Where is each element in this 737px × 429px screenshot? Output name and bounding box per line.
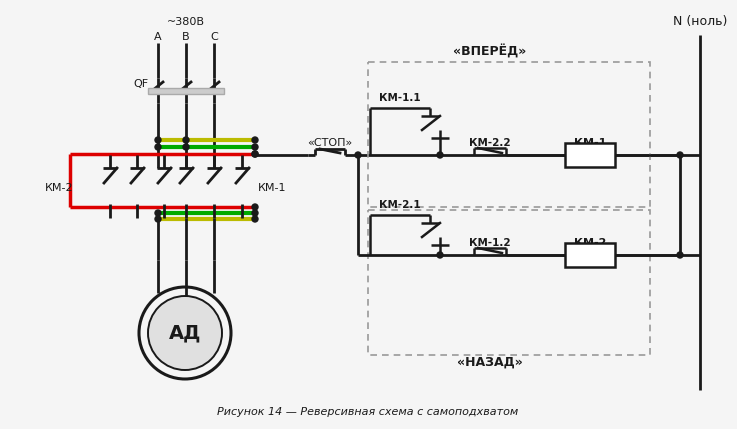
Text: «НАЗАД»: «НАЗАД» [457, 356, 523, 369]
Circle shape [252, 144, 258, 150]
Circle shape [437, 152, 443, 158]
Circle shape [252, 137, 258, 143]
Text: «ВПЕРЁД»: «ВПЕРЁД» [453, 45, 527, 59]
Text: N (ноль): N (ноль) [673, 15, 727, 28]
Circle shape [677, 152, 683, 158]
Bar [565, 243, 615, 267]
Text: A: A [154, 32, 162, 42]
Circle shape [252, 210, 258, 216]
Text: Рисунок 14 — Реверсивная схема с самоподхватом: Рисунок 14 — Реверсивная схема с самопод… [217, 407, 519, 417]
Text: КМ-1.1: КМ-1.1 [380, 93, 421, 103]
Circle shape [252, 216, 258, 222]
Text: КМ-2: КМ-2 [574, 238, 607, 248]
Circle shape [437, 252, 443, 258]
Text: КМ-1: КМ-1 [574, 138, 607, 148]
Text: КМ-2.1: КМ-2.1 [380, 200, 421, 210]
Bar [565, 143, 615, 167]
Text: B: B [182, 32, 190, 42]
Circle shape [183, 144, 189, 150]
Circle shape [148, 296, 222, 370]
Circle shape [252, 151, 258, 157]
Circle shape [155, 210, 161, 216]
Circle shape [155, 144, 161, 150]
Text: ~380В: ~380В [167, 17, 205, 27]
Circle shape [155, 216, 161, 222]
Text: АД: АД [169, 323, 201, 342]
Text: КМ-1: КМ-1 [258, 183, 287, 193]
Text: QF: QF [133, 79, 148, 89]
Text: «СТОП»: «СТОП» [307, 138, 352, 148]
Circle shape [155, 137, 161, 143]
Text: КМ-2: КМ-2 [45, 183, 74, 193]
Text: КМ-1.2: КМ-1.2 [469, 238, 511, 248]
Circle shape [252, 204, 258, 210]
Text: C: C [210, 32, 218, 42]
Circle shape [252, 151, 258, 157]
Circle shape [355, 152, 361, 158]
Text: КМ-2.2: КМ-2.2 [469, 138, 511, 148]
Circle shape [183, 137, 189, 143]
Bar [148, 88, 224, 94]
Circle shape [677, 252, 683, 258]
